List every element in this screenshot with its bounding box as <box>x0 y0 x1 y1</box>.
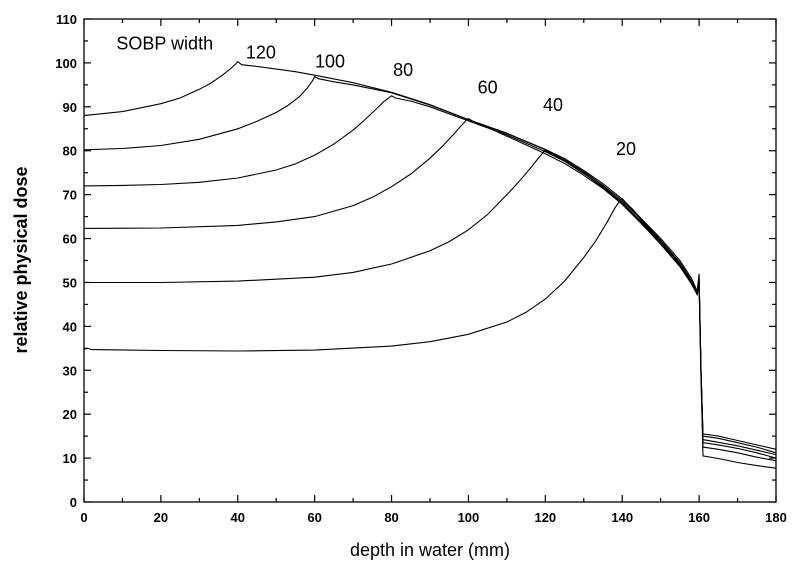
y-tick-label: 70 <box>63 188 77 203</box>
annotation-label: 60 <box>478 78 498 98</box>
y-tick-label: 50 <box>63 275 77 290</box>
dose-curve-sobp-40 <box>84 149 777 462</box>
y-tick-label: 90 <box>63 100 77 115</box>
y-tick-label: 100 <box>55 56 77 71</box>
annotation-label: 80 <box>393 60 413 80</box>
x-tick-label: 120 <box>534 510 556 525</box>
y-tick-label: 10 <box>63 451 77 466</box>
y-tick-label: 80 <box>63 144 77 159</box>
y-tick-label: 40 <box>63 319 77 334</box>
y-axis-title: relative physical dose <box>11 166 31 353</box>
x-axis-title: depth in water (mm) <box>350 540 510 560</box>
y-tick-label: 20 <box>63 407 77 422</box>
dose-curve-sobp-20 <box>83 197 777 469</box>
dose-curve-sobp-60 <box>83 118 777 459</box>
x-tick-label: 160 <box>688 510 710 525</box>
y-tick-label: 30 <box>63 363 77 378</box>
annotation-label: 100 <box>315 51 345 71</box>
x-tick-label: 100 <box>458 510 480 525</box>
dose-curves <box>83 60 777 469</box>
y-tick-label: 0 <box>70 495 77 510</box>
x-tick-label: 40 <box>231 510 245 525</box>
axis-ticks <box>83 18 777 503</box>
plot-frame <box>83 18 777 503</box>
annotation-label: SOBP width <box>116 34 213 54</box>
x-tick-label: 140 <box>611 510 633 525</box>
tick-labels: 0 20 40 60 80 100 120 140 160 180 0 10 20 30 40 50 60 70 8… <box>55 12 787 525</box>
y-tick-label: 110 <box>56 12 77 27</box>
curve-annotations: SOBP width 120 100 80 60 40 20 <box>116 34 636 159</box>
dose-curve-sobp-80 <box>83 95 777 456</box>
x-tick-label: 20 <box>154 510 168 525</box>
x-tick-label: 180 <box>765 510 787 525</box>
annotation-label: 120 <box>246 43 276 63</box>
x-tick-label: 60 <box>307 510 321 525</box>
dose-curve-sobp-100 <box>83 75 777 454</box>
annotation-label: 40 <box>543 95 563 115</box>
x-tick-label: 80 <box>384 510 398 525</box>
x-tick-label: 0 <box>80 510 87 525</box>
y-tick-label: 60 <box>63 232 77 247</box>
annotation-label: 20 <box>616 139 636 159</box>
